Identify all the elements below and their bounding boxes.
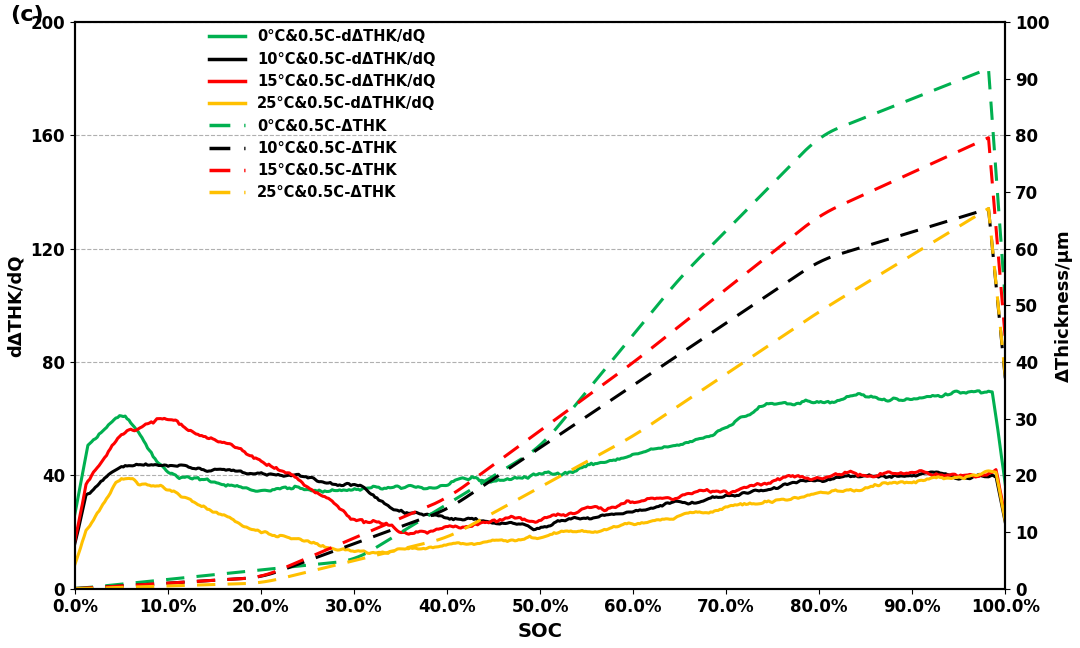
Y-axis label: dΔTHK/dQ: dΔTHK/dQ <box>6 254 25 356</box>
Y-axis label: ΔThickness/μm: ΔThickness/μm <box>1055 229 1074 382</box>
X-axis label: SOC: SOC <box>517 622 563 641</box>
Legend: 0°C&0.5C-dΔTHK/dQ, 10°C&0.5C-dΔTHK/dQ, 15°C&0.5C-dΔTHK/dQ, 25°C&0.5C-dΔTHK/dQ, 0: 0°C&0.5C-dΔTHK/dQ, 10°C&0.5C-dΔTHK/dQ, 1… <box>203 23 442 206</box>
Text: (c): (c) <box>10 5 43 25</box>
